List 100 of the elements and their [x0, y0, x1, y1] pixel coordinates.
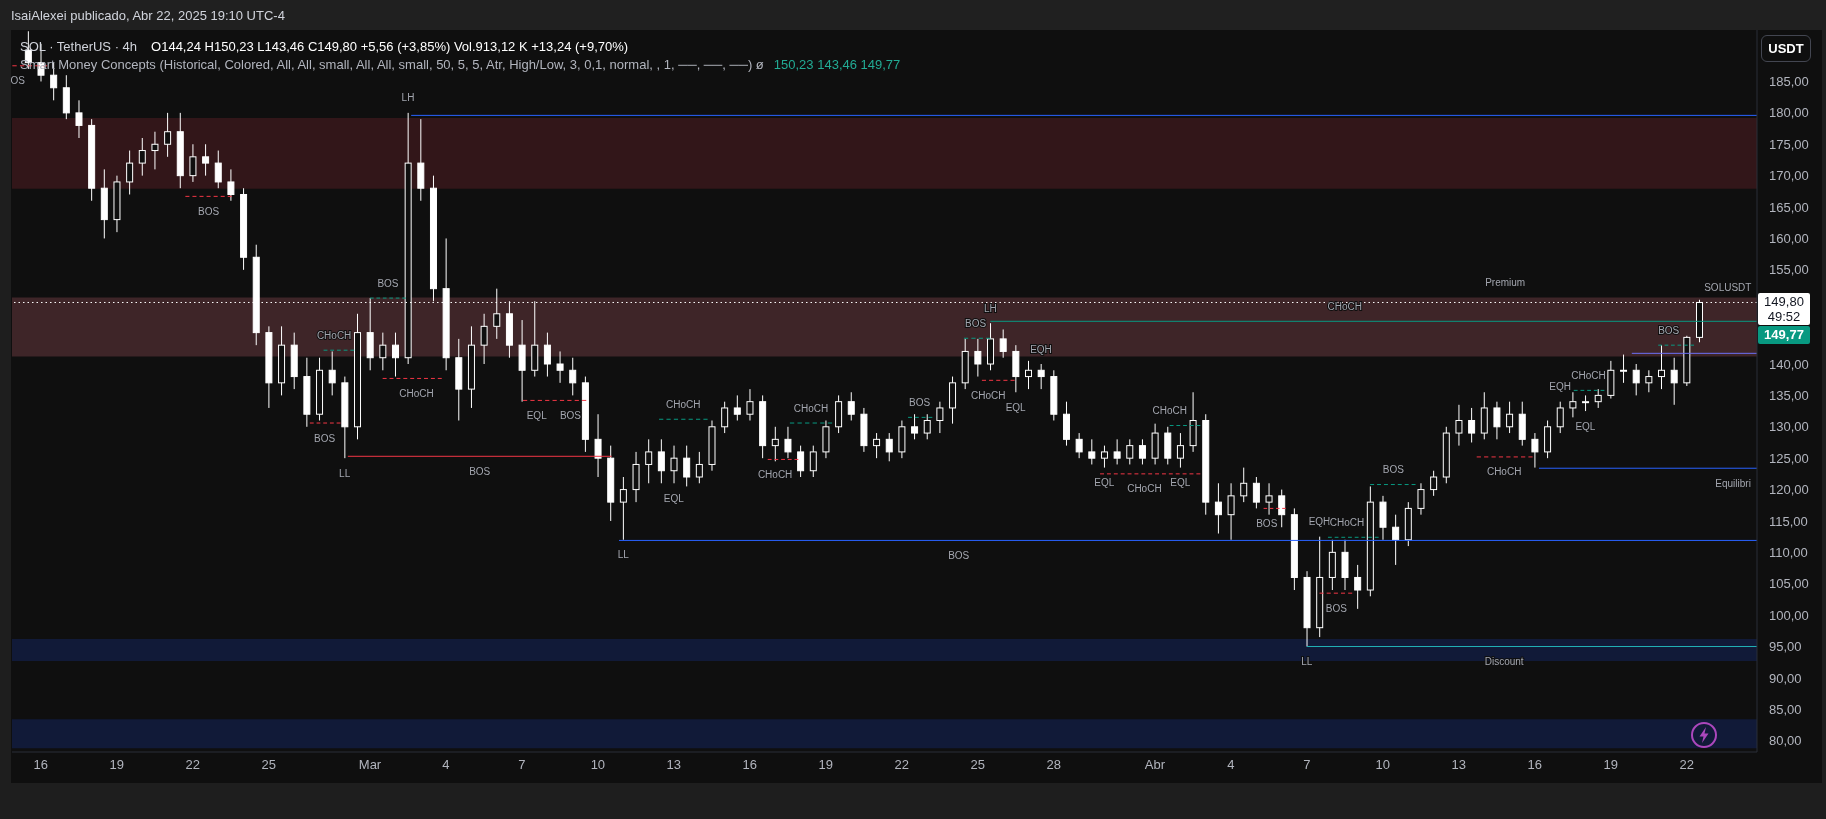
- candlestick: [1088, 438, 1096, 465]
- x-tick-label: 4: [442, 757, 450, 773]
- y-tick-label: 140,00: [1769, 356, 1809, 372]
- x-tick-label: 25: [261, 757, 276, 773]
- candlestick: [164, 112, 172, 158]
- annotation: BOS: [1256, 517, 1278, 529]
- candlestick: [721, 401, 729, 434]
- annotation: EQL: [1005, 401, 1027, 413]
- y-axis-title: USDT: [1761, 35, 1811, 62]
- annotation: CHoCH: [399, 387, 434, 399]
- candlestick: [1632, 363, 1640, 396]
- candlestick: [480, 313, 488, 365]
- candlestick: [1430, 470, 1438, 497]
- candlestick: [885, 432, 893, 462]
- y-tick-label: 110,00: [1769, 544, 1808, 560]
- candlestick: [1594, 388, 1602, 409]
- x-tick-label: 19: [1603, 757, 1618, 773]
- y-tick-label: 155,00: [1769, 262, 1809, 278]
- y-tick-label: 130,00: [1769, 419, 1809, 435]
- candlestick: [1075, 432, 1083, 459]
- annotation: CHoCH: [1327, 300, 1363, 312]
- candlestick: [214, 150, 222, 189]
- candlestick: [138, 137, 146, 177]
- candlestick: [1392, 514, 1400, 566]
- x-tick-label: 7: [1303, 757, 1311, 773]
- candlestick: [227, 168, 235, 202]
- candlestick: [999, 328, 1007, 359]
- candlestick: [784, 426, 792, 459]
- candlestick: [1138, 438, 1146, 465]
- candlestick: [797, 445, 805, 478]
- x-tick-label: 13: [666, 757, 682, 773]
- candlestick: [1100, 445, 1108, 469]
- annotation: Premium: [1485, 276, 1526, 288]
- candlestick: [1113, 438, 1121, 465]
- candlestick: [126, 150, 134, 195]
- annotation: CHoCH: [1571, 369, 1606, 381]
- candlestick: [1417, 482, 1425, 516]
- candlestick: [911, 413, 919, 440]
- candlestick: [873, 432, 881, 459]
- annotation: BOS: [1325, 602, 1348, 614]
- candlestick: [543, 332, 551, 378]
- candlestick: [1252, 476, 1260, 509]
- candlestick: [1227, 482, 1235, 541]
- annotation: Equilibri: [1715, 477, 1751, 489]
- candlestick: [683, 445, 691, 487]
- annotation: BOS: [314, 432, 336, 444]
- annotation: BOS: [198, 205, 220, 217]
- annotation: EQL: [526, 409, 548, 421]
- candlestick: [75, 99, 83, 139]
- candlestick: [189, 143, 197, 183]
- annotation: CHoCH: [757, 468, 793, 480]
- candlestick: [1620, 354, 1628, 384]
- annotation: BOS: [909, 396, 931, 408]
- annotation: EQL: [663, 492, 685, 504]
- annotation: BOS: [469, 465, 491, 477]
- annotation: CHoCH: [971, 389, 1006, 401]
- candlestick: [923, 413, 931, 440]
- y-tick-label: 105,00: [1769, 576, 1809, 592]
- candlestick: [1037, 363, 1045, 390]
- candlestick: [771, 426, 779, 462]
- x-tick-label: 10: [1375, 757, 1391, 773]
- y-tick-label: 115,00: [1769, 513, 1808, 529]
- y-tick-label: 95,00: [1769, 639, 1802, 655]
- y-tick-label: 135,00: [1769, 388, 1809, 404]
- annotation: BOS: [948, 549, 970, 561]
- annotation: LL: [617, 549, 630, 561]
- candlestick: [670, 445, 678, 484]
- candlestick: [645, 438, 653, 484]
- y-tick-label: 125,00: [1769, 450, 1809, 466]
- annotation: EQL: [1170, 477, 1191, 489]
- y-tick-label: 160,00: [1769, 231, 1809, 247]
- y-tick-label: 175,00: [1769, 136, 1809, 152]
- x-tick-label: Abr: [1144, 757, 1166, 773]
- annotation: BOS: [1382, 464, 1405, 476]
- annotation: 150,23 143,46 149,77: [773, 57, 901, 72]
- candlestick: [1658, 344, 1666, 390]
- candlestick: [379, 332, 387, 371]
- candlestick: [1645, 369, 1653, 393]
- annotation: BOS: [559, 409, 582, 421]
- candlestick: [202, 143, 210, 177]
- annotation: EQH: [1308, 516, 1331, 528]
- candlestick: [1569, 391, 1577, 418]
- candlestick: [1265, 482, 1273, 516]
- candlestick: [1556, 401, 1564, 434]
- candlestick: [328, 350, 336, 396]
- annotation: CHoCH: [1127, 483, 1162, 495]
- annotation: CHoCH: [666, 398, 701, 410]
- candlestick: [391, 332, 399, 378]
- ref-line-label: 149,80 49:52: [1758, 293, 1810, 326]
- y-tick-label: 185,00: [1769, 74, 1809, 90]
- annotation: CHoCH: [316, 329, 352, 341]
- annotation: LL: [1301, 656, 1313, 668]
- annotation: EQH: [1030, 343, 1052, 355]
- y-tick-label: 100,00: [1769, 607, 1809, 623]
- x-tick-label: 4: [1227, 757, 1235, 773]
- candlestick: [847, 391, 855, 422]
- candlestick: [1176, 432, 1184, 469]
- candlestick: [1531, 432, 1539, 469]
- annotation: CHoCH: [1152, 405, 1187, 417]
- x-tick-label: 16: [1527, 757, 1542, 773]
